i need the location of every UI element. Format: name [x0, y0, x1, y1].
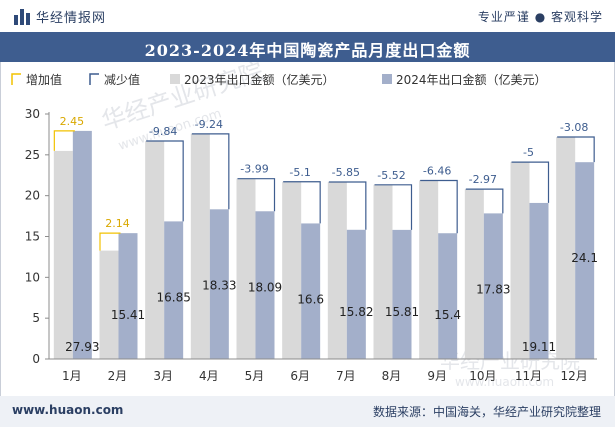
bar-2024-value-label: 19.11	[522, 340, 556, 354]
legend-label: 2023年出口金额（亿美元）	[184, 72, 335, 87]
x-tick-label: 8月	[382, 369, 402, 383]
x-tick-label: 9月	[427, 369, 447, 383]
bar-2024-value-label: 27.93	[65, 340, 99, 354]
change-label: -5.85	[332, 166, 360, 179]
change-connector	[54, 131, 75, 151]
bar-2024-value-label: 17.83	[476, 282, 510, 296]
x-tick-label: 4月	[199, 369, 219, 383]
change-label: 2.14	[105, 217, 130, 230]
footer: www.huaon.com 数据来源：中国海关，华经产业研究院整理	[0, 396, 615, 427]
x-tick-label: 10月	[469, 369, 496, 383]
legend-swatch	[12, 74, 21, 85]
y-axis: 0 5 10 15 20 25 30	[25, 107, 49, 366]
bar-2024-value-label: 15.81	[385, 305, 419, 319]
change-label: -5.1	[289, 166, 310, 179]
bar-2023	[100, 251, 119, 359]
bar-2024-value-label: 16.85	[156, 290, 190, 304]
change-label: -5	[523, 146, 534, 159]
top-bar: 华经情报网 专业严谨 ● 客观科学	[0, 0, 615, 32]
y-tick-label: 30	[25, 107, 40, 121]
footer-source: 数据来源：中国海关，华经产业研究院整理	[373, 403, 601, 420]
change-label: -6.46	[423, 164, 451, 177]
title-bar: 2023-2024年中国陶瓷产品月度出口金额	[0, 32, 615, 62]
bar-2024	[438, 233, 457, 359]
x-tick-label: 5月	[245, 369, 265, 383]
footer-website: www.huaon.com	[12, 403, 123, 417]
legend-label: 增加值	[26, 72, 62, 87]
bar-2023	[282, 182, 301, 359]
x-tick-label: 11月	[515, 369, 542, 383]
bar-2023	[145, 141, 164, 359]
legend-label: 减少值	[104, 72, 140, 87]
x-tick-label: 6月	[290, 369, 310, 383]
change-label: -5.52	[377, 169, 405, 182]
bar-2023	[374, 185, 393, 359]
legend-swatch	[170, 74, 180, 84]
bar-2024-value-label: 15.82	[339, 305, 373, 319]
bar-2023	[556, 137, 575, 359]
brand-name: 华经情报网	[36, 7, 106, 26]
bar-2024-value-label: 18.09	[248, 280, 282, 294]
brand: 华经情报网	[14, 7, 106, 26]
y-tick-label: 20	[25, 189, 40, 203]
bar-2024-value-label: 15.4	[434, 308, 461, 322]
y-tick-label: 25	[25, 148, 40, 162]
tagline: 专业严谨 ● 客观科学	[478, 8, 603, 25]
bar-2023	[465, 189, 484, 359]
bar-2024	[301, 223, 320, 359]
x-tick-label: 12月	[561, 369, 588, 383]
legend-swatch	[382, 74, 392, 84]
change-label: 2.45	[60, 115, 85, 128]
bar-2024	[347, 230, 366, 359]
y-tick-label: 15	[25, 230, 40, 244]
x-tick-label: 7月	[336, 369, 356, 383]
bar-2023	[511, 162, 530, 359]
bar-2024	[530, 203, 549, 359]
x-tick-label: 3月	[153, 369, 173, 383]
x-tick-label: 1月	[62, 369, 82, 383]
y-tick-label: 10	[25, 270, 40, 284]
x-tick-label: 2月	[108, 369, 128, 383]
bar-2023	[419, 180, 438, 359]
change-label: -2.97	[469, 173, 497, 186]
bar-2024-value-label: 16.6	[297, 292, 324, 306]
change-label: -3.08	[560, 121, 588, 134]
bar-2023	[328, 182, 347, 359]
chart-title: 2023-2024年中国陶瓷产品月度出口金额	[0, 37, 615, 61]
bar-2024-value-label: 15.41	[111, 308, 145, 322]
logo-icon	[14, 9, 30, 25]
bar-2023	[54, 151, 73, 359]
bar-2024	[119, 233, 138, 359]
legend-label: 2024年出口金额（亿美元）	[396, 72, 547, 87]
change-label: -9.84	[149, 125, 177, 138]
y-tick-label: 5	[32, 311, 40, 325]
legend-swatch	[90, 74, 99, 85]
change-label: -3.99	[240, 163, 268, 176]
bar-2023	[237, 179, 256, 359]
change-label: -9.24	[195, 118, 223, 131]
bar-2024-value-label: 24.1	[571, 251, 598, 265]
bar-2024	[393, 230, 412, 359]
bar-2024-value-label: 18.33	[202, 278, 236, 292]
bar-2024	[73, 131, 92, 359]
bar-2023	[191, 134, 210, 359]
change-connector	[100, 233, 121, 250]
chart-svg: 华经产业研究院 www.huaon.com 华经产业研究院 www.huaon.…	[0, 62, 615, 396]
y-tick-label: 0	[32, 352, 40, 366]
bars	[54, 131, 594, 359]
legend: 增加值 减少值 2023年出口金额（亿美元） 2024年出口金额（亿美元）	[12, 72, 547, 87]
